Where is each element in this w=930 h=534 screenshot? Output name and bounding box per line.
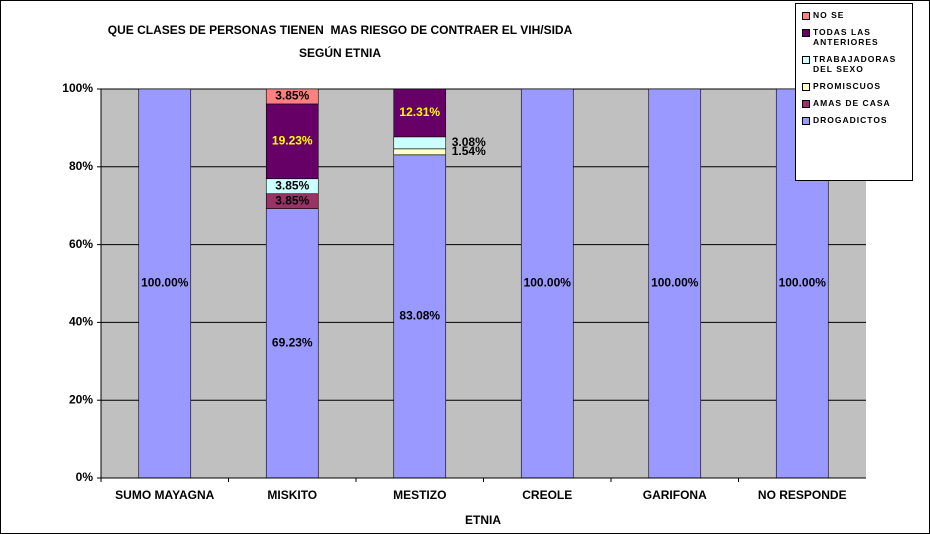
data-label: 100.00% [141,276,189,290]
bar-segment [520,88,574,479]
x-axis-label: ETNIA [465,513,501,527]
x-tick-label: SUMO MAYAGNA [115,488,214,502]
data-label: 19.23% [272,134,313,148]
legend-swatch [802,100,810,108]
legend-swatch [802,117,810,125]
legend-label: TRABAJADORAS DEL SEXO [813,54,897,74]
legend-item: TODAS LAS ANTERIORES [802,27,908,47]
bar-segment [138,88,192,479]
bar-segment [393,154,447,479]
legend-swatch [802,83,810,91]
legend-label: NO SE [813,10,845,20]
bar-segment [393,148,447,156]
legend-item: PROMISCUOS [802,81,908,91]
x-tick-label: CREOLE [522,488,572,502]
data-label: 3.85% [275,178,309,192]
bar-segment [265,103,319,180]
data-label: 83.08% [399,309,440,323]
legend-label: TODAS LAS ANTERIORES [813,27,879,47]
data-label: 100.00% [524,276,572,290]
y-tick-label: 20% [69,392,93,406]
legend-label: AMAS DE CASA [813,98,891,108]
bar-segment [393,136,447,150]
legend-item: TRABAJADORAS DEL SEXO [802,54,908,74]
chart-title: SEGÚN ETNIA [299,45,381,60]
y-tick-label: 100% [62,81,93,95]
y-tick-label: 80% [69,159,93,173]
data-label: 1.54% [452,144,486,158]
legend-item: DROGADICTOS [802,115,908,125]
data-label: 12.31% [399,105,440,119]
data-label: 100.00% [779,276,827,290]
legend-label: PROMISCUOS [813,81,882,91]
bar-segment [648,88,702,479]
y-tick-label: 40% [69,315,93,329]
data-label: 3.85% [275,193,309,207]
data-label: 100.00% [651,276,699,290]
data-label: 69.23% [272,336,313,350]
legend: NO SE TODAS LAS ANTERIORES TRABAJADORAS DE… [795,3,913,181]
legend-swatch [802,56,810,64]
data-label: 3.08% [452,135,486,149]
bar-segment [393,88,447,138]
x-tick-label: MISKITO [267,488,317,502]
legend-swatch [802,29,810,37]
legend-swatch [802,12,810,20]
plot-area [101,89,866,478]
legend-item: NO SE [802,10,908,20]
chart-title: QUE CLASES DE PERSONAS TIENEN MAS RIESGO… [108,23,573,37]
legend-label: DROGADICTOS [813,115,888,125]
x-tick-label: NO RESPONDE [758,488,847,502]
y-tick-label: 0% [76,470,94,484]
legend-item: AMAS DE CASA [802,98,908,108]
bar-segment [265,88,319,105]
y-tick-label: 60% [69,237,93,251]
x-tick-label: GARIFONA [643,488,707,502]
data-label: 3.85% [275,89,309,103]
x-tick-label: MESTIZO [393,488,446,502]
